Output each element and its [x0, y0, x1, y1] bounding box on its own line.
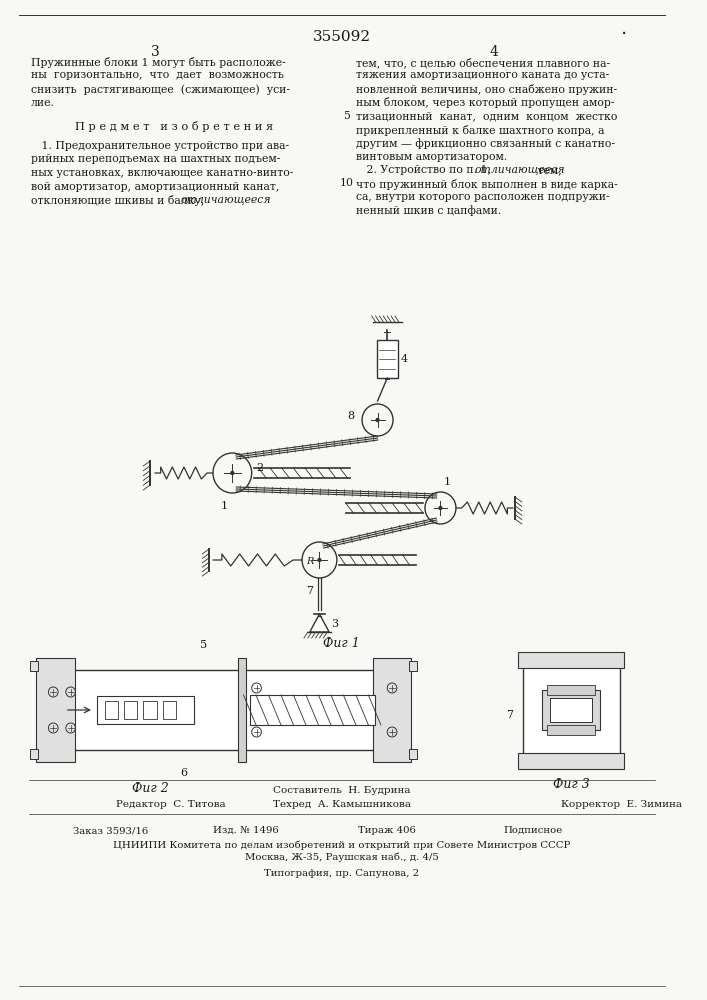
Text: другим — фрикционно связанный с канатно-: другим — фрикционно связанный с канатно-: [356, 138, 615, 149]
Text: отличающееся: отличающееся: [474, 165, 565, 175]
Text: Фиг 2: Фиг 2: [132, 782, 168, 795]
Text: тем,: тем,: [534, 165, 562, 175]
Text: 355092: 355092: [312, 30, 370, 44]
Bar: [522, 662, 619, 758]
Text: 2. Устройство по п. 1,: 2. Устройство по п. 1,: [356, 165, 495, 175]
Bar: [105, 701, 118, 719]
Text: ным блоком, через который пропущен амор-: ным блоком, через который пропущен амор-: [356, 98, 615, 108]
Text: ЦНИИПИ Комитета по делам изобретений и открытий при Совете Министров СССР: ЦНИИПИ Комитета по делам изобретений и о…: [113, 840, 571, 850]
Text: Тираж 406: Тираж 406: [358, 826, 416, 835]
Text: винтовым амортизатором.: винтовым амортизатором.: [356, 151, 508, 161]
Text: Фиг 3: Фиг 3: [553, 778, 590, 790]
Bar: [163, 701, 176, 719]
Bar: [238, 658, 246, 762]
Text: ны  горизонтально,  что  дает  возможность: ны горизонтально, что дает возможность: [31, 70, 284, 81]
Text: 1: 1: [443, 477, 450, 487]
Text: Изд. № 1496: Изд. № 1496: [213, 826, 279, 835]
Circle shape: [376, 418, 379, 422]
Bar: [550, 698, 592, 722]
Text: что пружинный блок выполнен в виде карка-: что пружинный блок выполнен в виде карка…: [356, 178, 618, 190]
Bar: [542, 690, 600, 730]
Bar: [36, 658, 74, 762]
Bar: [124, 701, 137, 719]
Text: Подписное: Подписное: [503, 826, 563, 835]
Text: ненный шкив с цапфами.: ненный шкив с цапфами.: [356, 206, 501, 216]
Bar: [547, 685, 595, 695]
Text: 7: 7: [306, 586, 313, 596]
Text: Корректор  Е. Зимина: Корректор Е. Зимина: [561, 800, 682, 809]
Text: 5: 5: [200, 640, 207, 650]
Text: 5: 5: [343, 111, 350, 121]
Text: 4: 4: [489, 45, 498, 59]
Text: 8: 8: [347, 411, 354, 421]
Text: новленной величины, оно снабжено пружин-: новленной величины, оно снабжено пружин-: [356, 84, 617, 95]
Bar: [518, 752, 624, 768]
Text: Фиг 1: Фиг 1: [323, 637, 360, 650]
Text: R: R: [306, 558, 314, 566]
Text: Пружинные блоки 1 могут быть расположе-: Пружинные блоки 1 могут быть расположе-: [31, 57, 286, 68]
Bar: [44, 670, 402, 750]
Polygon shape: [310, 614, 329, 632]
Text: Типография, пр. Сапунова, 2: Типография, пр. Сапунова, 2: [264, 869, 419, 878]
Text: Техред  А. Камышникова: Техред А. Камышникова: [273, 800, 411, 809]
Text: вой амортизатор, амортизационный канат,: вой амортизатор, амортизационный канат,: [31, 182, 279, 192]
Text: 3: 3: [331, 619, 338, 629]
Bar: [409, 661, 417, 671]
Bar: [547, 725, 595, 735]
Text: П р е д м е т   и з о б р е т е н и я: П р е д м е т и з о б р е т е н и я: [75, 121, 274, 132]
Text: 4: 4: [401, 354, 408, 364]
Text: са, внутри которого расположен подпружи-: са, внутри которого расположен подпружи-: [356, 192, 610, 202]
Text: 10: 10: [339, 178, 354, 188]
Circle shape: [439, 506, 442, 510]
Bar: [30, 661, 37, 671]
Text: 1. Предохранительное устройство при ава-: 1. Предохранительное устройство при ава-: [31, 141, 289, 151]
Text: 2: 2: [257, 463, 264, 473]
Text: снизить  растягивающее  (сжимающее)  уси-: снизить растягивающее (сжимающее) уси-: [31, 84, 290, 95]
Bar: [377, 340, 398, 378]
Bar: [30, 749, 37, 759]
Text: 1: 1: [221, 501, 228, 511]
Text: ных установках, включающее канатно-винто-: ных установках, включающее канатно-винто…: [31, 168, 293, 178]
Text: прикрепленный к балке шахтного копра, а: прикрепленный к балке шахтного копра, а: [356, 124, 604, 135]
Bar: [409, 749, 417, 759]
Bar: [97, 696, 194, 724]
Text: отличающееся: отличающееся: [180, 195, 271, 205]
Text: 6: 6: [180, 768, 187, 778]
Text: лие.: лие.: [31, 98, 55, 107]
Text: отклоняющие шкивы и балку,: отклоняющие шкивы и балку,: [31, 195, 208, 206]
Text: Редактор  С. Титова: Редактор С. Титова: [116, 800, 226, 809]
Text: 3: 3: [151, 45, 159, 59]
Bar: [373, 658, 411, 762]
Text: 7: 7: [506, 710, 513, 720]
Text: тем, что, с целью обеспечения плавного на-: тем, что, с целью обеспечения плавного н…: [356, 57, 610, 68]
Text: ·: ·: [621, 25, 628, 44]
Text: рийных переподъемах на шахтных подъем-: рийных переподъемах на шахтных подъем-: [31, 154, 281, 164]
Text: Составитель  Н. Будрина: Составитель Н. Будрина: [273, 786, 411, 795]
Bar: [250, 695, 375, 725]
Circle shape: [231, 472, 234, 475]
Text: Москва, Ж-35, Раушская наб., д. 4/5: Москва, Ж-35, Раушская наб., д. 4/5: [245, 853, 438, 862]
Text: тяжения амортизационного каната до уста-: тяжения амортизационного каната до уста-: [356, 70, 609, 81]
Circle shape: [318, 558, 321, 562]
Text: Заказ 3593/16: Заказ 3593/16: [73, 826, 148, 835]
Bar: [518, 652, 624, 668]
Text: тизационный  канат,  одним  концом  жестко: тизационный канат, одним концом жестко: [356, 111, 618, 121]
Bar: [144, 701, 157, 719]
